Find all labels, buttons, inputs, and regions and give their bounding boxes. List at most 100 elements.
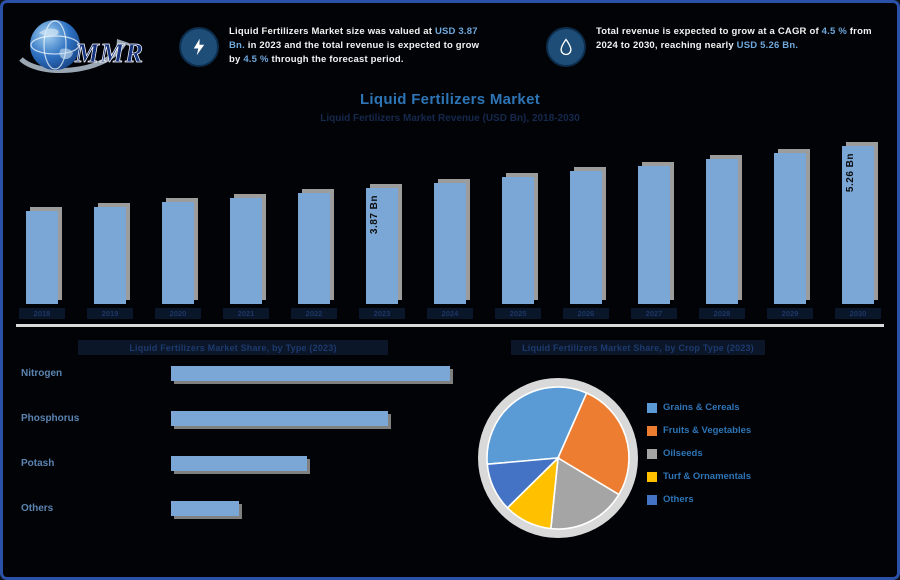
- section-divider: [16, 324, 884, 327]
- bar-column: 2025: [495, 177, 541, 319]
- bar-column: 2029: [767, 153, 813, 319]
- logo-text: MMR: [74, 38, 144, 68]
- year-label: 2030: [835, 308, 881, 319]
- type-row: Nitrogen: [21, 365, 461, 381]
- revenue-bar: [230, 198, 262, 304]
- year-label: 2019: [87, 308, 133, 319]
- chart-subtitle: Liquid Fertilizers Market Revenue (USD B…: [320, 113, 580, 124]
- bar-column: 2019: [87, 207, 133, 319]
- year-label: 2028: [699, 308, 745, 319]
- bar-column: 2028: [699, 159, 745, 319]
- revenue-bar: 3.87 Bn: [366, 188, 398, 304]
- stat-text-segment: in 2023 and the total revenue is expecte…: [229, 39, 480, 65]
- legend-label: Grains & Cereals: [663, 402, 740, 413]
- pie-graphic: [478, 378, 638, 538]
- stat-text-segment: Liquid Fertilizers Market size was value…: [229, 26, 435, 37]
- pie-slice: [556, 391, 630, 496]
- lightning-icon: [179, 27, 219, 67]
- stat-text-segment: 4.5 %: [821, 26, 847, 37]
- globe-landmass: [39, 28, 59, 36]
- stat-text-segment: USD 3.87 Bn.: [229, 26, 478, 51]
- year-label: 2022: [291, 308, 337, 319]
- revenue-bar: [774, 153, 806, 304]
- bar-column: 2027: [631, 166, 677, 319]
- legend-label: Fruits & Vegetables: [663, 425, 752, 436]
- crop-pie-chart: [469, 367, 647, 549]
- legend-swatch: [647, 425, 657, 436]
- year-label: 2023: [359, 308, 405, 319]
- stat-text-segment: 4.5 %: [243, 53, 269, 65]
- bar-value-label: 3.87 Bn: [369, 195, 380, 235]
- year-label: 2029: [767, 308, 813, 319]
- revenue-bar: [638, 166, 670, 304]
- revenue-bar: [26, 211, 58, 304]
- pie-slice: [486, 457, 561, 509]
- year-label: 2025: [495, 308, 541, 319]
- pie-slice: [549, 456, 620, 530]
- type-label: Potash: [21, 457, 55, 469]
- legend-swatch: [647, 471, 657, 482]
- stat-text-segment: to grow at a CAGR of: [719, 26, 822, 37]
- type-label: Phosphorus: [21, 412, 80, 424]
- year-label: 2027: [631, 308, 677, 319]
- legend-swatch: [647, 448, 657, 459]
- lightning-glyph: [193, 38, 205, 56]
- water-drop-icon: [546, 27, 586, 67]
- revenue-bar: [94, 207, 126, 304]
- year-label: 2020: [155, 308, 201, 319]
- pie-legend: Grains & Cereals Fruits & Vegetables Oilse…: [647, 402, 751, 517]
- year-label: 2021: [223, 308, 269, 319]
- legend-swatch: [647, 402, 657, 413]
- legend-label: Oilseeds: [663, 448, 703, 459]
- bar-column: 2024: [427, 183, 473, 319]
- type-row: Phosphorus: [21, 410, 461, 426]
- revenue-bar: [162, 202, 194, 304]
- type-bar: [171, 365, 450, 381]
- legend-item: Oilseeds: [647, 448, 751, 459]
- bar-column: 5.26 Bn 2030: [835, 146, 881, 319]
- legend-swatch: [647, 494, 657, 505]
- revenue-bar: [570, 171, 602, 304]
- revenue-bar: [434, 183, 466, 304]
- legend-item: Turf & Ornamentals: [647, 471, 751, 482]
- revenue-bar: [502, 177, 534, 304]
- globe-meridian: [43, 20, 67, 70]
- stat-text-segment: USD 5.26 Bn.: [736, 39, 799, 51]
- type-label: Nitrogen: [21, 367, 63, 379]
- legend-label: Others: [663, 494, 694, 505]
- pie-slice: [486, 386, 588, 466]
- water-drop-glyph: [560, 38, 572, 56]
- globe-landmass: [59, 48, 73, 60]
- type-chart-title: Liquid Fertilizers Market Share, by Type…: [78, 340, 388, 355]
- revenue-bar-chart: 2018 2019 2020 2021 2022 3.87 Bn 2023 2024 2025 2…: [19, 131, 881, 319]
- bar-value-label: 5.26 Bn: [845, 153, 856, 193]
- globe-parallel: [30, 35, 80, 55]
- stat-text-segment: Total revenue is expected: [596, 26, 720, 37]
- bar-column: 2020: [155, 202, 201, 319]
- legend-label: Turf & Ornamentals: [663, 471, 751, 482]
- stat-text-segment: through the forecast period.: [268, 53, 404, 65]
- revenue-bar: 5.26 Bn: [842, 146, 874, 304]
- type-row: Others: [21, 500, 461, 516]
- mmr-logo-graphic: MMR: [19, 20, 144, 74]
- stat1-text: Liquid Fertilizers Market size was value…: [229, 25, 491, 66]
- legend-item: Others: [647, 494, 751, 505]
- type-bar-chart: Nitrogen Phosphorus Potash Others: [21, 365, 461, 545]
- crop-chart-title: Liquid Fertilizers Market Share, by Crop…: [511, 340, 765, 355]
- type-bar: [171, 410, 388, 426]
- legend-item: Grains & Cereals: [647, 402, 751, 413]
- bar-column: 2026: [563, 171, 609, 319]
- type-bar: [171, 500, 239, 516]
- legend-item: Fruits & Vegetables: [647, 425, 751, 436]
- bar-column: 2022: [291, 193, 337, 319]
- year-label: 2024: [427, 308, 473, 319]
- stat-text-segment: from 2024 to 2030, reaching nearly: [596, 26, 872, 51]
- globe-icon: [30, 20, 80, 70]
- page-title: Liquid Fertilizers Market: [359, 91, 541, 108]
- stat2-text: Total revenue is expected to grow at a C…: [596, 25, 884, 53]
- revenue-bar: [706, 159, 738, 304]
- mmr-logo: MMR: [17, 13, 167, 83]
- year-label: 2018: [19, 308, 65, 319]
- type-row: Potash: [21, 455, 461, 471]
